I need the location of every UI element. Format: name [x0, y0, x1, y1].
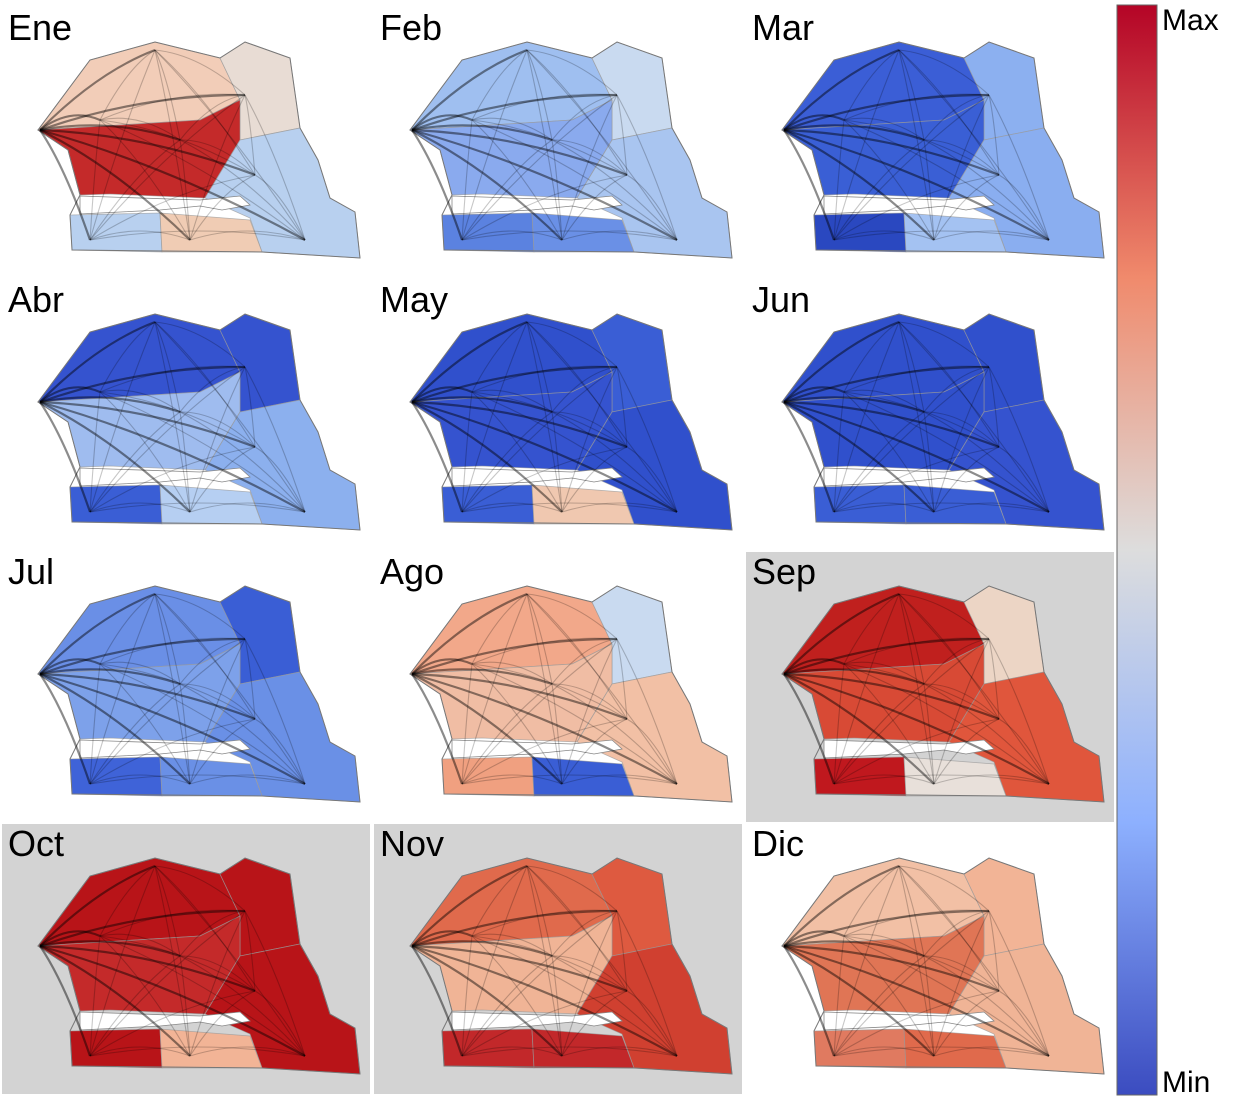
- month-label: Ene: [8, 7, 72, 48]
- map-panel: Mar: [752, 7, 1104, 258]
- map-panel: May: [380, 279, 732, 530]
- month-label: Dic: [752, 823, 804, 864]
- map-panel: Nov: [374, 823, 742, 1094]
- colorbar-max: Max: [1162, 4, 1219, 37]
- month-label: Nov: [380, 823, 444, 864]
- month-label: Mar: [752, 7, 814, 48]
- month-label: Sep: [752, 551, 816, 592]
- colorbar: [1117, 5, 1157, 1095]
- month-label: Oct: [8, 823, 64, 864]
- map-panel: Ago: [380, 551, 732, 802]
- map-panel: Feb: [380, 7, 732, 258]
- colorbar-min: Min: [1162, 1066, 1210, 1097]
- map-panel: Dic: [752, 823, 1104, 1074]
- map-panel: Abr: [8, 279, 360, 530]
- figure: Max Min Ene Feb Mar Abr May Jun Jul Ago Sep Oct No…: [0, 0, 1237, 1097]
- map-panel: Jul: [8, 551, 360, 802]
- month-label: Ago: [380, 551, 444, 592]
- month-label: Jun: [752, 279, 810, 320]
- month-label: May: [380, 279, 448, 320]
- map-panel: Jun: [752, 279, 1104, 530]
- month-label: Jul: [8, 551, 54, 592]
- month-label: Feb: [380, 7, 442, 48]
- map-panel: Oct: [2, 823, 370, 1094]
- map-panel: Sep: [746, 551, 1114, 822]
- map-panel: Ene: [8, 7, 360, 258]
- month-label: Abr: [8, 279, 64, 320]
